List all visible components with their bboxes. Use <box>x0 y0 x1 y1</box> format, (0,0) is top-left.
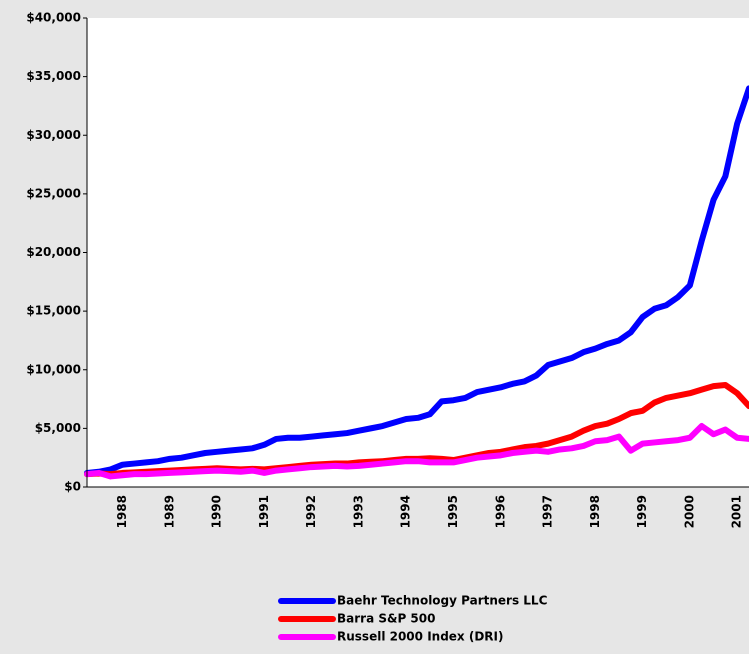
x-tick-label: 1991 <box>257 495 271 528</box>
x-tick-label: 1997 <box>541 495 555 528</box>
x-tick-label: 1993 <box>351 495 365 528</box>
y-tick-label: $35,000 <box>26 69 81 83</box>
x-tick-label: 1990 <box>210 495 224 528</box>
x-tick-label: 1999 <box>635 495 649 528</box>
y-tick-label: $0 <box>64 480 81 494</box>
y-tick-label: $30,000 <box>26 128 81 142</box>
legend-label: Baehr Technology Partners LLC <box>337 594 548 608</box>
y-tick-label: $40,000 <box>26 11 81 25</box>
x-tick-label: 1988 <box>115 495 129 528</box>
x-tick-label: 1998 <box>588 495 602 528</box>
x-tick-label: 2000 <box>682 495 696 528</box>
series-line <box>84 423 749 480</box>
legend-label: Russell 2000 Index (DRI) <box>337 630 503 644</box>
x-tick-label: 1996 <box>493 495 507 528</box>
legend-label: Barra S&P 500 <box>337 612 435 626</box>
x-tick-label: 1994 <box>399 495 413 528</box>
y-tick-label: $15,000 <box>26 304 81 318</box>
series-line <box>84 85 749 476</box>
x-tick-label: 1989 <box>162 495 176 528</box>
y-tick-label: $20,000 <box>26 245 81 259</box>
y-tick-label: $25,000 <box>26 186 81 200</box>
y-tick-label: $5,000 <box>35 421 81 435</box>
x-tick-label: 2001 <box>730 495 744 528</box>
y-tick-label: $10,000 <box>26 362 81 376</box>
x-tick-label: 1992 <box>304 495 318 528</box>
x-tick-label: 1995 <box>446 495 460 528</box>
